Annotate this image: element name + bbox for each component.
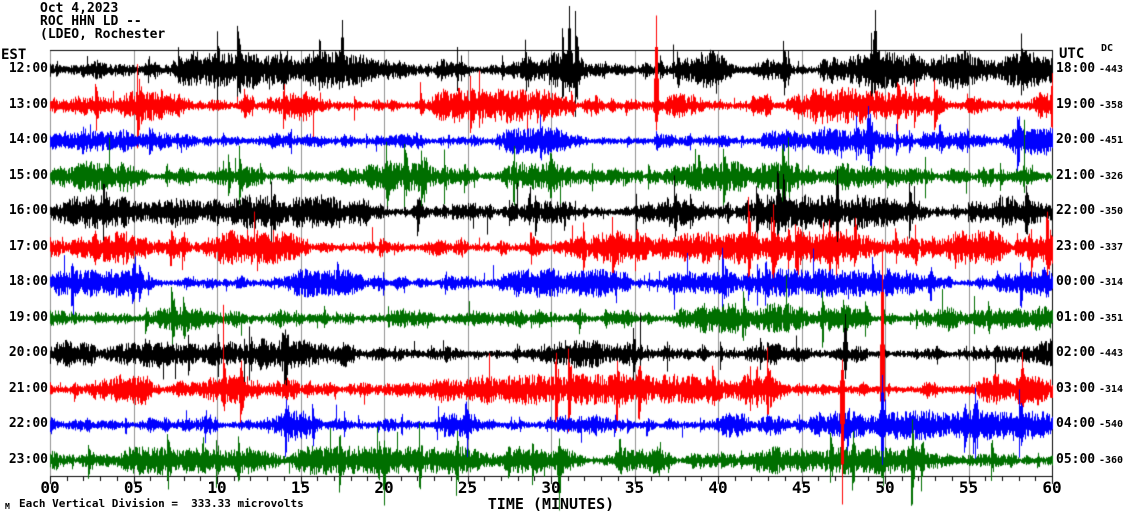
- plot-date: Oct 4,2023: [40, 1, 119, 16]
- x-axis-tick-label: 55: [958, 478, 979, 497]
- x-axis-tick-label: 05: [123, 478, 144, 497]
- est-hour-label: 23:00: [8, 451, 48, 467]
- watermark: M: [5, 502, 10, 511]
- left-timezone-label: EST: [1, 47, 27, 63]
- x-axis-tick-label: 60: [1042, 478, 1062, 497]
- est-hour-label: 15:00: [8, 167, 48, 183]
- dc-column-label: DC: [1101, 43, 1114, 54]
- x-axis-tick-label: 25: [457, 478, 478, 497]
- x-axis-tick-label: 10: [207, 478, 227, 497]
- dc-offset-value: -358: [1099, 99, 1124, 111]
- utc-hour-label: 05:00: [1056, 451, 1096, 467]
- dc-offset-value: -314: [1099, 383, 1124, 395]
- x-axis-tick-label: 50: [875, 478, 895, 497]
- utc-hour-label: 04:00: [1056, 416, 1096, 431]
- utc-hour-label: 18:00: [1056, 61, 1096, 76]
- est-hour-label: 20:00: [8, 345, 48, 360]
- x-axis-tick-label: 00: [40, 478, 60, 497]
- x-axis-tick-label: 30: [541, 478, 561, 497]
- utc-hour-label: 20:00: [1056, 132, 1096, 147]
- utc-hour-label: 03:00: [1056, 380, 1096, 396]
- dc-offset-value: -443: [1099, 64, 1124, 75]
- est-hour-label: 18:00: [8, 274, 48, 289]
- est-hour-label: 21:00: [8, 380, 48, 396]
- dc-offset-value: -360: [1099, 454, 1124, 466]
- utc-hour-label: 22:00: [1056, 203, 1096, 218]
- dc-offset-value: -337: [1099, 241, 1124, 253]
- utc-hour-label: 23:00: [1056, 238, 1096, 254]
- station-id: ROC HHN LD --: [40, 14, 142, 29]
- est-hour-label: 17:00: [8, 238, 48, 254]
- est-hour-label: 16:00: [8, 203, 48, 218]
- est-hour-label: 19:00: [8, 309, 48, 325]
- est-hour-label: 12:00: [8, 61, 48, 76]
- scale-note: Each Vertical Division = 333.33 microvol…: [19, 497, 304, 510]
- dc-offset-value: -326: [1099, 170, 1124, 182]
- est-hour-label: 13:00: [8, 96, 48, 112]
- utc-hour-label: 19:00: [1056, 96, 1096, 112]
- dc-offset-value: -451: [1099, 135, 1124, 146]
- utc-hour-label: 02:00: [1056, 345, 1096, 360]
- dc-offset-value: -540: [1099, 419, 1124, 430]
- station-affiliation: (LDEO, Rochester: [40, 27, 166, 42]
- dc-offset-value: -351: [1099, 312, 1124, 324]
- est-hour-label: 22:00: [8, 416, 48, 431]
- x-axis-tick-label: 45: [791, 478, 812, 497]
- x-axis-tick-label: 20: [374, 478, 394, 497]
- x-axis-tick-label: 15: [290, 478, 311, 497]
- est-hour-label: 14:00: [8, 132, 48, 147]
- utc-hour-label: 21:00: [1056, 167, 1096, 183]
- dc-offset-value: -314: [1099, 277, 1124, 288]
- right-timezone-label: UTC: [1059, 46, 1085, 62]
- dc-offset-value: -443: [1099, 348, 1124, 359]
- x-axis-title: TIME (MINUTES): [487, 495, 615, 513]
- utc-hour-label: 00:00: [1056, 274, 1096, 289]
- dc-offset-value: -350: [1099, 206, 1124, 217]
- x-axis-tick-label: 35: [624, 478, 645, 497]
- x-axis-tick-label: 40: [708, 478, 728, 497]
- utc-hour-label: 01:00: [1056, 309, 1096, 325]
